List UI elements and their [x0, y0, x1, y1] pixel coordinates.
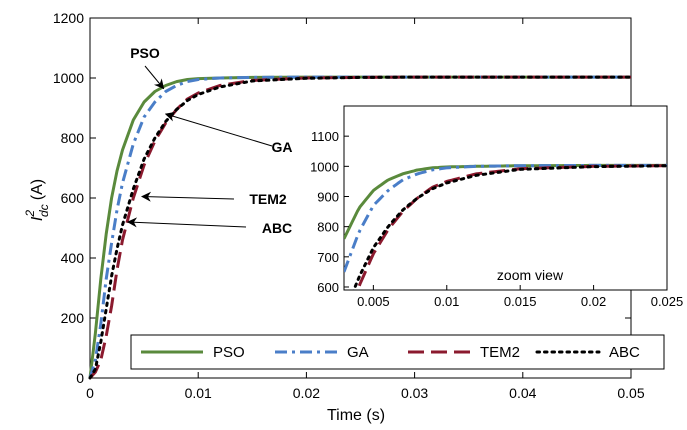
x-axis-label: Time (s) — [327, 407, 385, 424]
legend-label-abc: ABC — [609, 344, 640, 361]
inset-y-tick-label: 800 — [317, 220, 339, 235]
zoom-inset: 0.005 0.01 0.015 0.02 0.025 600 700 800 900 1000 1… — [310, 105, 684, 309]
inset-line-ga — [344, 163, 667, 273]
x-tick-label: 0.05 — [617, 385, 644, 401]
legend: PSO GA TEM2 ABC — [130, 334, 665, 370]
legend-label-pso: PSO — [213, 344, 245, 361]
x-tick-label: 0 — [86, 385, 94, 401]
annotation-arrow — [164, 111, 273, 147]
series-line-abc — [88, 75, 633, 380]
legend-label-ga: GA — [347, 344, 369, 361]
y-tick-label: 1000 — [53, 70, 84, 86]
x-tick-label: 0.04 — [509, 385, 536, 401]
inset-x-tick-label: 0.015 — [504, 294, 537, 309]
y-tick-label: 200 — [61, 310, 85, 326]
annotation-arrow — [126, 217, 247, 228]
annotation-arrow — [140, 191, 235, 202]
inset-y-tick-label: 600 — [317, 280, 339, 295]
annotation-label: ABC — [262, 220, 292, 236]
x-tick-label: 0.03 — [401, 385, 428, 401]
inset-x-tick-label: 0.025 — [651, 294, 684, 309]
inset-y-tick-label: 1100 — [311, 129, 339, 144]
inset-y-tick-label: 700 — [317, 250, 339, 265]
inset-title: zoom view — [497, 267, 564, 283]
axis-labels: Time (s) I2dc(A) — [23, 179, 385, 424]
inset-x-tick-label: 0.005 — [357, 294, 390, 309]
annotation-label: TEM2 — [249, 191, 287, 207]
annotation-arrow — [144, 65, 165, 90]
inset-y-tick-label: 900 — [317, 189, 339, 204]
legend-label-tem2: TEM2 — [480, 344, 520, 361]
inset-x-tick-label: 0.01 — [434, 294, 459, 309]
inset-x-tick-label: 0.02 — [581, 294, 606, 309]
y-tick-label: 0 — [76, 370, 84, 386]
y-tick-label: 400 — [61, 250, 85, 266]
annotation-label: PSO — [130, 45, 160, 61]
y-tick-label: 1200 — [53, 10, 84, 26]
inset-line-abc — [352, 164, 667, 290]
annotations: PSO GA TEM2 ABC — [126, 45, 293, 236]
inset-series — [344, 163, 667, 290]
series-line-tem2 — [88, 75, 631, 380]
inset-y-tick-label: 1000 — [310, 159, 339, 174]
x-tick-label: 0.01 — [185, 385, 212, 401]
main-series — [88, 75, 633, 380]
annotation-label: GA — [272, 139, 293, 155]
y-axis-label: I2dc(A) — [23, 179, 51, 221]
y-tick-label: 800 — [61, 130, 85, 146]
x-tick-label: 0.02 — [293, 385, 320, 401]
y-tick-label: 600 — [61, 190, 85, 206]
inset-plot-area — [343, 105, 668, 291]
